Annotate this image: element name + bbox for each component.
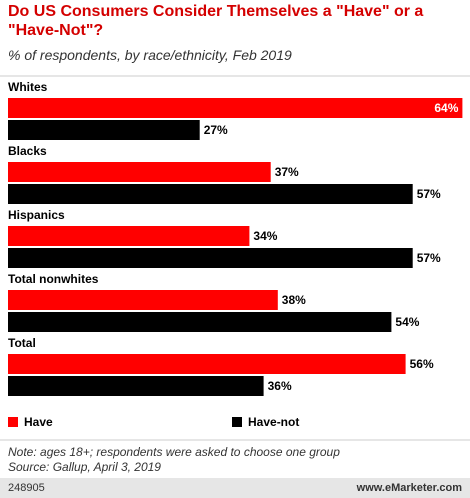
chart-id: 248905 xyxy=(8,482,45,494)
value-label: 36% xyxy=(268,379,292,393)
chart-title: Do US Consumers Consider Themselves a "H… xyxy=(8,3,424,39)
bar xyxy=(8,120,200,140)
value-label: 54% xyxy=(395,315,419,329)
legend-swatch xyxy=(8,417,18,427)
category-label: Whites xyxy=(8,80,48,94)
bar xyxy=(8,98,463,118)
value-label: 56% xyxy=(410,357,434,371)
category-label: Total nonwhites xyxy=(8,272,99,286)
bar xyxy=(8,226,250,246)
legend-label: Have xyxy=(24,415,53,429)
bar xyxy=(8,376,264,396)
note: Note: ages 18+; respondents were asked t… xyxy=(8,445,340,459)
value-label: 64% xyxy=(434,101,458,115)
legend-swatch xyxy=(232,417,242,427)
footer: 248905 www.eMarketer.com xyxy=(0,478,470,498)
value-label: 57% xyxy=(417,251,441,265)
chart-subtitle: % of respondents, by race/ethnicity, Feb… xyxy=(8,47,292,63)
value-label: 27% xyxy=(204,123,228,137)
value-label: 57% xyxy=(417,187,441,201)
bar xyxy=(8,184,413,204)
plot: Whites 64% 27% Blacks 37% 57% Hispanics 34% 57% T… xyxy=(0,75,470,441)
bar xyxy=(8,162,271,182)
bar xyxy=(8,354,406,374)
bar xyxy=(8,312,392,332)
category-label: Hispanics xyxy=(8,208,65,222)
bar xyxy=(8,290,278,310)
category-label: Total xyxy=(8,336,36,350)
category-label: Blacks xyxy=(8,144,47,158)
value-label: 34% xyxy=(253,229,277,243)
brand: www.eMarketer.com xyxy=(356,482,462,494)
source: Source: Gallup, April 3, 2019 xyxy=(8,460,161,474)
legend-label: Have-not xyxy=(248,415,299,429)
value-label: 37% xyxy=(275,165,299,179)
bar xyxy=(8,248,413,268)
value-label: 38% xyxy=(282,293,306,307)
